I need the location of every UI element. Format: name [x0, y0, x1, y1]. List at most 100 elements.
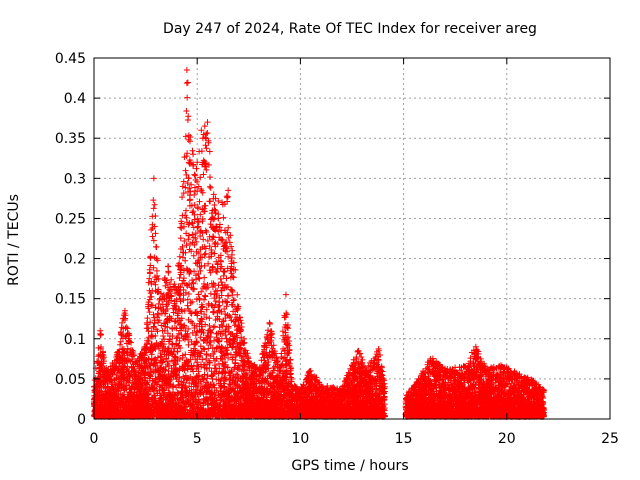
data-point [203, 145, 210, 152]
data-point [221, 269, 228, 276]
data-point [210, 233, 217, 240]
data-point [177, 235, 184, 242]
data-point [189, 147, 196, 154]
data-point [211, 323, 218, 330]
data-point [196, 295, 203, 302]
data-point [202, 293, 209, 300]
data-point [265, 359, 272, 366]
data-point [200, 171, 207, 178]
data-point [149, 233, 156, 240]
data-point [168, 276, 175, 283]
data-point [153, 243, 160, 250]
data-point [193, 165, 200, 172]
data-point [191, 191, 198, 198]
data-point [185, 341, 192, 348]
data-point [196, 275, 203, 282]
data-point [220, 214, 227, 221]
data-point [217, 275, 224, 282]
data-point [229, 247, 236, 254]
data-point [97, 331, 104, 338]
data-point [189, 277, 196, 284]
data-point [216, 302, 223, 309]
data-points [90, 67, 547, 420]
data-point [180, 178, 187, 185]
data-point [223, 298, 230, 305]
data-point [183, 107, 190, 114]
data-point [117, 341, 124, 348]
data-point [201, 123, 208, 130]
data-point [232, 266, 239, 273]
data-point [150, 205, 157, 212]
data-point [123, 324, 130, 331]
data-point [223, 275, 230, 282]
data-point [206, 315, 213, 322]
data-point [113, 404, 120, 411]
data-point [226, 239, 233, 246]
data-point [203, 351, 210, 358]
data-point [215, 215, 222, 222]
data-point [171, 318, 178, 325]
data-point [183, 80, 190, 87]
data-point [201, 274, 208, 281]
data-point [206, 183, 213, 190]
data-point [195, 274, 202, 281]
data-point [177, 224, 184, 231]
data-point [152, 230, 159, 237]
data-point [184, 302, 191, 309]
data-point [117, 382, 124, 389]
data-point [210, 324, 217, 331]
data-point [191, 171, 198, 178]
data-point [150, 197, 157, 204]
data-point [211, 250, 218, 257]
data-point [187, 196, 194, 203]
data-point [126, 338, 133, 345]
data-point [152, 281, 159, 288]
data-point [185, 132, 192, 139]
data-point [182, 133, 189, 140]
data-point [207, 174, 214, 181]
data-point [207, 198, 214, 205]
data-point [184, 94, 191, 101]
data-point [224, 193, 231, 200]
data-point [264, 327, 271, 334]
data-point [147, 270, 154, 277]
data-point [218, 279, 225, 286]
data-point [176, 253, 183, 260]
data-point [98, 344, 105, 351]
data-point [150, 237, 157, 244]
data-point [100, 358, 107, 365]
data-point [207, 184, 214, 191]
data-point [187, 299, 194, 306]
data-point [160, 333, 167, 340]
data-point [185, 290, 192, 297]
data-point [119, 319, 126, 326]
data-point [195, 205, 202, 212]
data-point [218, 287, 225, 294]
data-point [202, 250, 209, 257]
data-point [190, 208, 197, 215]
data-point [144, 315, 151, 322]
data-point [189, 231, 196, 238]
data-point [155, 289, 162, 296]
data-point [183, 207, 190, 214]
data-point [203, 229, 210, 236]
data-point [212, 298, 219, 305]
data-point [184, 150, 191, 157]
data-point [152, 212, 159, 219]
data-point [200, 236, 207, 243]
data-point [198, 148, 205, 155]
data-point [223, 335, 230, 342]
data-point [182, 167, 189, 174]
data-point [185, 113, 192, 120]
data-point [234, 291, 241, 298]
data-point [193, 276, 200, 283]
data-point [151, 201, 158, 208]
data-point [165, 269, 172, 276]
data-point [115, 348, 122, 355]
data-point [206, 148, 213, 155]
data-point [184, 79, 191, 86]
data-point [202, 202, 209, 209]
data-point [117, 338, 124, 345]
data-point [195, 223, 202, 230]
